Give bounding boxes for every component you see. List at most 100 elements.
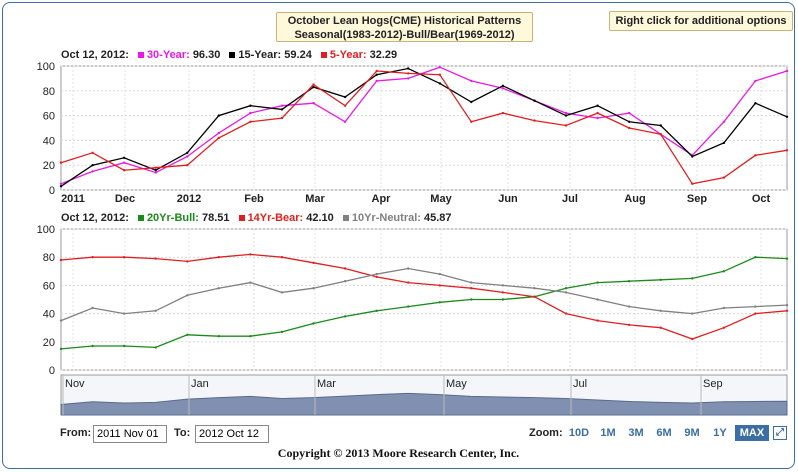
top-legend: Oct 12, 2012: 30-Year: 96.30 15-Year: 59… xyxy=(61,49,397,61)
data-point-0-2-1 xyxy=(91,151,94,154)
zoom-max-button[interactable]: MAX xyxy=(735,425,769,441)
data-point-1-0-16 xyxy=(564,287,568,290)
to-label: To: xyxy=(174,427,191,439)
data-point-0-2-7 xyxy=(280,116,284,120)
x-tick-label-0-4: Mar xyxy=(305,193,325,205)
data-point-1-1-6 xyxy=(249,253,252,256)
data-point-0-2-12 xyxy=(438,73,441,76)
y-tick-label-0-2: 40 xyxy=(43,135,55,147)
data-point-1-1-11 xyxy=(407,281,410,284)
zoom-label: Zoom: xyxy=(529,427,563,439)
zoom-1y-button[interactable]: 1Y xyxy=(713,427,727,439)
navigator-label-0: Nov xyxy=(65,378,85,390)
data-point-1-1-16 xyxy=(564,312,568,315)
data-point-1-0-21 xyxy=(722,270,726,273)
top-legend-date: Oct 12, 2012: xyxy=(61,49,129,61)
data-point-0-1-11 xyxy=(407,67,410,70)
data-point-0-1-18 xyxy=(628,120,631,124)
x-tick-label-0-3: Feb xyxy=(244,193,264,205)
data-point-0-1-7 xyxy=(280,108,284,111)
y-tick-label-0-3: 60 xyxy=(43,111,55,123)
data-point-1-0-8 xyxy=(312,322,315,325)
chart-canvas: 0 20 40 60 80 100 2011 Dec 2012 Feb Mar Apr May Jun Ju… xyxy=(37,61,789,416)
data-point-1-1-22 xyxy=(754,312,757,315)
data-point-1-2-22 xyxy=(754,305,757,308)
legend-label-neutral: 10Yr-Neutral: xyxy=(351,212,421,224)
data-point-0-2-21 xyxy=(722,176,726,179)
data-point-1-0-13 xyxy=(470,298,473,301)
data-point-0-1-12 xyxy=(438,82,441,85)
legend-label-bull: 20Yr-Bull: xyxy=(146,212,199,224)
data-point-1-2-18 xyxy=(628,305,631,308)
data-point-1-1-10 xyxy=(375,275,378,279)
data-point-0-0-16 xyxy=(564,111,568,115)
data-point-1-1-21 xyxy=(722,326,726,329)
data-point-1-1-4 xyxy=(186,260,189,263)
data-point-1-0-11 xyxy=(407,305,410,308)
data-point-1-2-20 xyxy=(691,312,694,315)
y-tick-label-0-0: 0 xyxy=(49,185,55,197)
data-point-1-0-12 xyxy=(438,301,441,304)
data-point-0-2-11 xyxy=(407,72,410,75)
data-point-1-0-4 xyxy=(186,333,189,336)
data-point-1-1-1 xyxy=(91,256,94,259)
data-point-0-2-23 xyxy=(785,149,789,152)
navigator-area xyxy=(60,392,788,416)
data-point-1-2-7 xyxy=(280,291,284,294)
data-point-0-2-3 xyxy=(154,166,157,169)
data-point-0-1-14 xyxy=(501,84,505,88)
data-point-1-2-23 xyxy=(785,303,789,307)
data-point-1-2-15 xyxy=(533,287,536,290)
data-point-1-1-23 xyxy=(785,309,789,312)
zoom-10d-button[interactable]: 10D xyxy=(568,427,590,439)
y-tick-label-1-5: 100 xyxy=(37,224,55,236)
to-date-input[interactable] xyxy=(195,425,269,443)
data-point-1-1-12 xyxy=(438,284,441,287)
data-point-1-1-15 xyxy=(533,295,536,298)
data-point-1-0-18 xyxy=(628,280,631,283)
data-point-0-0-2 xyxy=(122,161,126,164)
data-point-1-2-16 xyxy=(564,291,568,294)
data-point-1-2-6 xyxy=(249,281,252,284)
navigator-label-2: Mar xyxy=(317,378,336,390)
data-point-1-2-8 xyxy=(312,287,315,290)
range-controls: From: To: Zoom: 10D 1M 3M 6M 9M 1Y MAX ⤢ xyxy=(3,423,794,447)
data-point-1-0-7 xyxy=(280,330,284,334)
data-point-1-2-10 xyxy=(375,272,378,276)
data-point-0-1-9 xyxy=(343,95,347,99)
zoom-1m-button[interactable]: 1M xyxy=(600,427,616,439)
data-point-1-0-10 xyxy=(375,309,378,312)
options-button[interactable]: Right click for additional options xyxy=(609,11,793,31)
data-point-0-1-6 xyxy=(249,104,252,107)
legend-label-5yr: 5-Year: xyxy=(329,49,367,61)
x-tick-label-0-2: 2012 xyxy=(177,193,201,205)
legend-label-bear: 14Yr-Bear: xyxy=(247,212,304,224)
fullscreen-icon[interactable]: ⤢ xyxy=(773,426,787,440)
data-point-0-0-7 xyxy=(280,104,284,107)
data-point-1-2-0 xyxy=(59,319,63,322)
data-point-0-2-6 xyxy=(249,120,252,124)
data-point-0-0-5 xyxy=(217,131,220,135)
data-point-0-2-8 xyxy=(312,83,315,86)
x-tick-label-0-5: Apr xyxy=(372,193,392,205)
series-line-0-0 xyxy=(60,66,788,185)
data-point-1-0-14 xyxy=(501,298,505,301)
data-point-0-1-15 xyxy=(533,99,536,102)
data-point-1-2-14 xyxy=(501,284,505,287)
data-point-0-0-12 xyxy=(438,66,441,69)
from-date-input[interactable] xyxy=(93,425,167,443)
zoom-9m-button[interactable]: 9M xyxy=(684,427,700,439)
legend-swatch-30yr xyxy=(137,51,144,58)
data-point-0-0-11 xyxy=(407,77,410,80)
data-point-0-2-5 xyxy=(217,136,220,140)
plot-area-1 xyxy=(60,228,788,371)
navigator-label-1: Jan xyxy=(191,378,209,390)
data-point-1-0-3 xyxy=(154,346,157,349)
data-point-0-0-21 xyxy=(722,120,726,124)
legend-swatch-bull xyxy=(137,214,144,221)
data-point-1-2-3 xyxy=(154,309,157,312)
data-point-0-2-20 xyxy=(691,182,694,185)
zoom-6m-button[interactable]: 6M xyxy=(656,427,672,439)
data-point-1-0-2 xyxy=(122,344,126,348)
zoom-3m-button[interactable]: 3M xyxy=(628,427,644,439)
